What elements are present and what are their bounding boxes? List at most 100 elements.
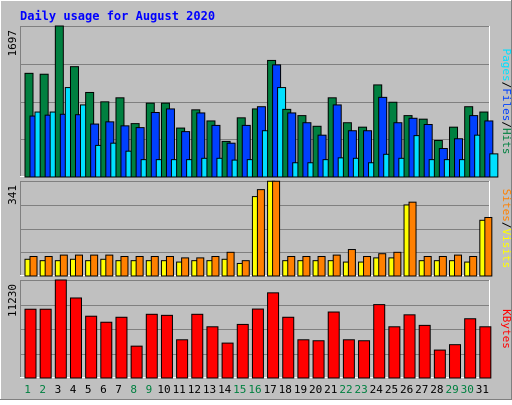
day-label-8: 8 <box>130 383 137 396</box>
files-bar-day-31 <box>484 120 494 178</box>
kbytes-bar-day-10 <box>160 314 173 379</box>
day-label-13: 13 <box>203 383 216 396</box>
sites-bar-day-4 <box>74 254 83 277</box>
sites-bar-day-23 <box>363 255 372 277</box>
sites-bar-day-9 <box>150 255 159 277</box>
files-bar-day-25 <box>393 122 403 178</box>
hits-panel-legend: Pages/Files/Hits <box>500 49 512 155</box>
kbytes-bar-day-17 <box>267 292 280 379</box>
kbytes-bar-day-24 <box>373 304 386 379</box>
day-label-7: 7 <box>115 383 122 396</box>
legend-sites: Sites <box>500 189 512 222</box>
kbytes-bar-day-12 <box>191 313 204 379</box>
legend-files: Files <box>500 88 512 121</box>
sites-bar-day-26 <box>408 201 417 277</box>
sites-bar-day-12 <box>196 257 205 277</box>
kbytes-bar-day-4 <box>69 297 82 379</box>
files-bar-day-11 <box>181 131 191 178</box>
sites-bar-day-13 <box>211 255 220 277</box>
day-label-16: 16 <box>248 383 261 396</box>
sites-bar-day-1 <box>29 255 38 277</box>
kbytes-bar-day-19 <box>297 339 310 379</box>
day-label-31: 31 <box>476 383 489 396</box>
visits-panel-legend: Sites/Visits <box>500 189 512 269</box>
sites-bar-day-18 <box>287 255 296 277</box>
kbytes-bar-day-26 <box>403 314 416 379</box>
day-label-5: 5 <box>85 383 92 396</box>
sites-bar-day-5 <box>90 254 99 277</box>
sites-bar-day-16 <box>256 189 265 277</box>
files-bar-day-8 <box>135 127 145 178</box>
sites-bar-day-28 <box>438 255 447 277</box>
kbytes-bar-day-27 <box>418 324 431 379</box>
kbytes-bar-day-3 <box>54 279 67 379</box>
files-bar-day-23 <box>363 130 373 178</box>
pages-bar-day-31 <box>489 153 499 178</box>
day-label-29: 29 <box>445 383 458 396</box>
sites-bar-day-27 <box>423 255 432 277</box>
sites-bar-day-19 <box>302 255 311 277</box>
kbytes-bar-day-15 <box>236 323 249 379</box>
kbytes-bar-day-1 <box>24 308 37 379</box>
kbytes-bar-day-2 <box>39 308 52 379</box>
kbytes-bar-day-5 <box>85 315 98 379</box>
sites-bar-day-22 <box>347 249 356 277</box>
kbytes-bar-day-11 <box>176 339 189 379</box>
day-label-25: 25 <box>385 383 398 396</box>
legend-pages: Pages <box>500 49 512 82</box>
day-label-6: 6 <box>100 383 107 396</box>
sites-bar-day-6 <box>105 254 114 277</box>
files-bar-day-22 <box>347 130 357 178</box>
day-label-19: 19 <box>294 383 307 396</box>
kbytes-panel-ymax-label: 11230 <box>6 284 19 317</box>
kbytes-bar-day-28 <box>433 349 446 379</box>
files-bar-day-19 <box>302 122 312 178</box>
files-bar-day-10 <box>165 108 175 178</box>
files-bar-day-18 <box>287 112 297 178</box>
kbytes-bar-day-23 <box>358 340 371 379</box>
day-label-9: 9 <box>146 383 153 396</box>
legend-separator: / <box>500 121 512 128</box>
day-label-27: 27 <box>415 383 428 396</box>
kbytes-bar-day-7 <box>115 316 128 379</box>
files-bar-day-20 <box>317 134 327 178</box>
day-label-24: 24 <box>370 383 384 396</box>
files-bar-day-15 <box>241 124 251 178</box>
sites-bar-day-15 <box>241 260 250 277</box>
day-label-18: 18 <box>279 383 292 396</box>
day-label-1: 1 <box>24 383 31 396</box>
sites-bar-day-21 <box>332 254 341 277</box>
files-bar-day-12 <box>196 112 206 178</box>
sites-bar-day-20 <box>317 255 326 277</box>
sites-bar-day-29 <box>454 254 463 277</box>
kbytes-bar-day-18 <box>282 316 295 379</box>
files-bar-day-24 <box>378 96 388 178</box>
sites-bar-day-2 <box>44 255 53 277</box>
sites-bar-day-10 <box>165 255 174 277</box>
day-label-11: 11 <box>173 383 186 396</box>
day-label-20: 20 <box>309 383 322 396</box>
legend-visits: Visits <box>500 229 512 269</box>
kbytes-bar-day-25 <box>388 326 401 379</box>
kbytes-bar-day-22 <box>342 339 355 379</box>
hits-panel-ymax-label: 1697 <box>6 30 19 57</box>
sites-bar-day-11 <box>181 257 190 277</box>
kbytes-bar-day-21 <box>327 311 340 379</box>
kbytes-panel-legend: KBytes <box>500 309 512 349</box>
day-label-26: 26 <box>400 383 413 396</box>
files-bar-day-9 <box>150 111 160 178</box>
kbytes-bar-day-9 <box>145 313 158 379</box>
files-bar-day-27 <box>423 124 433 178</box>
day-label-28: 28 <box>430 383 443 396</box>
visits-panel-ymax-label: 341 <box>6 185 19 205</box>
sites-bar-day-8 <box>135 255 144 277</box>
files-bar-day-21 <box>332 104 342 178</box>
day-label-30: 30 <box>461 383 474 396</box>
day-label-3: 3 <box>55 383 62 396</box>
legend-kbytes: KBytes <box>500 309 512 349</box>
kbytes-bar-day-6 <box>100 321 113 379</box>
kbytes-bar-day-31 <box>479 326 492 379</box>
legend-separator: / <box>500 222 512 229</box>
